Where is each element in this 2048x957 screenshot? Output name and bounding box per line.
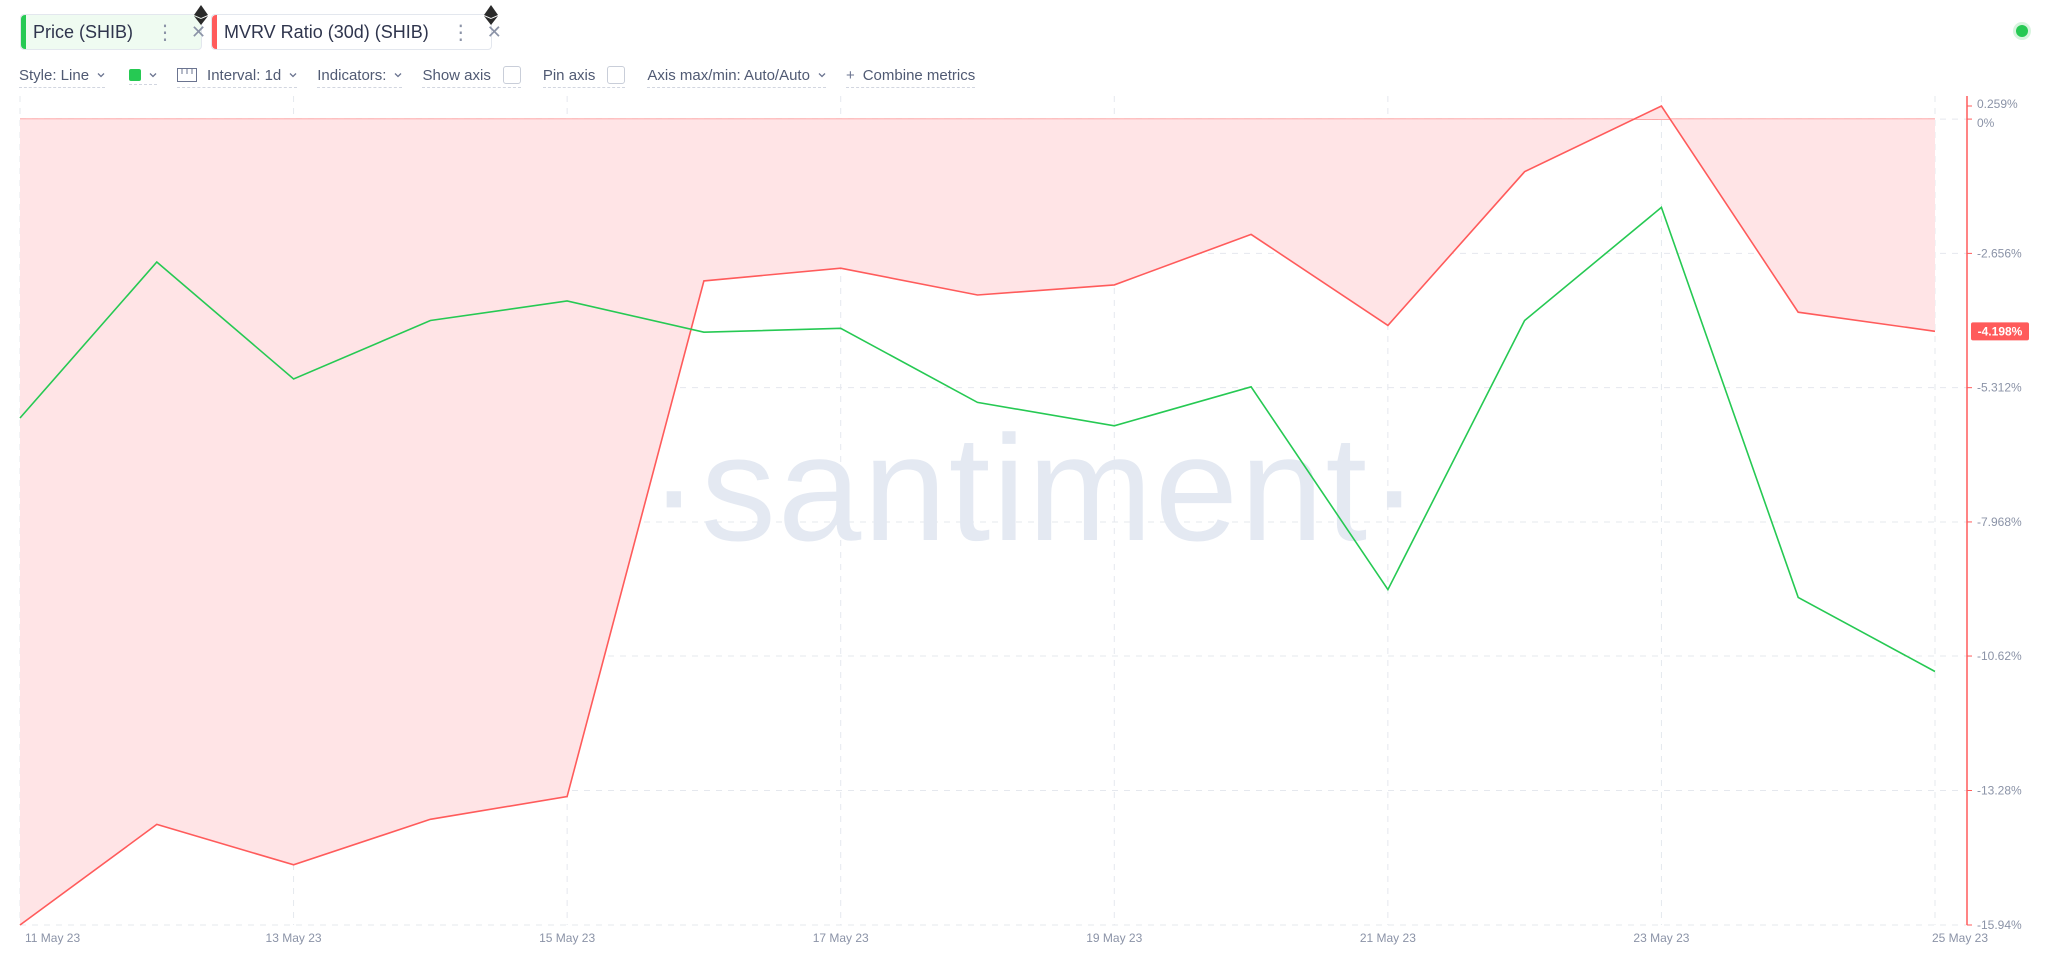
indicators-dropdown[interactable]: Indicators: <box>317 66 403 88</box>
color-picker-dropdown[interactable] <box>129 69 158 85</box>
x-tick-label: 21 May 23 <box>1360 931 1416 945</box>
chevron-down-icon <box>97 73 105 78</box>
color-swatch <box>129 69 142 81</box>
price-series-line <box>19 206 1936 673</box>
x-tick-label: 15 May 23 <box>539 931 595 945</box>
santiment-watermark: ·santiment· <box>649 404 1421 572</box>
style-dropdown[interactable]: Style: Line <box>19 66 106 88</box>
show-axis-toggle[interactable]: Show axis <box>422 66 521 88</box>
ethereum-icon <box>484 5 498 25</box>
close-icon[interactable]: ✕ <box>191 21 207 42</box>
y-tick-label: -2.656% <box>1977 246 2022 260</box>
x-tick-label: 13 May 23 <box>266 931 322 945</box>
interval-dropdown[interactable]: Interval: 1d <box>177 66 298 88</box>
close-icon[interactable]: ✕ <box>486 21 502 42</box>
chevron-down-icon <box>818 73 826 78</box>
chart-toolbar: Style: Line Interval: 1d Indicators: Sho… <box>19 64 976 90</box>
current-value-badge-bg <box>1971 322 2029 341</box>
x-tick-label: 19 May 23 <box>1086 931 1142 945</box>
y-tick-label: -15.94% <box>1977 918 2022 932</box>
interval-label: Interval: 1d <box>207 66 282 84</box>
style-label: Style: Line <box>19 66 90 84</box>
chevron-down-icon <box>149 73 157 78</box>
ethereum-icon <box>194 5 208 25</box>
y-tick-label: 0% <box>1977 116 1995 130</box>
ruler-icon <box>177 68 198 82</box>
pin-axis-checkbox[interactable] <box>607 66 626 84</box>
y-tick-label: 0.259% <box>1977 97 2018 111</box>
chevron-down-icon <box>289 73 297 78</box>
plus-icon: + <box>845 66 855 84</box>
y-axis-ticks: 0.259% 0% -2.656% -5.312% -7.968% -10.62% -13.… <box>1967 97 2022 932</box>
combine-metrics-label: Combine metrics <box>862 66 976 84</box>
chevron-down-icon <box>395 73 402 78</box>
y-tick-label: -5.312% <box>1977 381 2022 395</box>
x-axis-ticks: 11 May 23 13 May 23 15 May 23 17 May 23 19 M… <box>25 931 1988 945</box>
current-value-badge: -4.198% <box>1971 322 2029 341</box>
metric-color-bar <box>212 15 217 49</box>
x-tick-label: 23 May 23 <box>1633 931 1689 945</box>
metric-chip-price[interactable]: Price (SHIB) ⋮ ✕ <box>20 5 208 50</box>
x-tick-label: 11 May 23 <box>25 931 80 945</box>
axis-maxmin-label: Axis max/min: Auto/Auto <box>647 66 810 84</box>
metric-chip-mvrv[interactable]: MVRV Ratio (30d) (SHIB) ⋮ ✕ <box>211 5 502 50</box>
metric-label: Price (SHIB) <box>33 21 134 42</box>
metric-label: MVRV Ratio (30d) (SHIB) <box>224 21 429 42</box>
metric-color-bar <box>21 15 26 49</box>
x-tick-label: 25 May 23 <box>1932 931 1988 945</box>
y-tick-label: -7.968% <box>1977 515 2022 529</box>
x-tick-label: 17 May 23 <box>813 931 869 945</box>
pin-axis-label: Pin axis <box>542 66 596 84</box>
mvrv-series-line <box>19 104 1936 926</box>
live-status-indicator <box>2016 25 2028 37</box>
pin-axis-toggle[interactable]: Pin axis <box>542 66 626 88</box>
combine-metrics-button[interactable]: + Combine metrics <box>845 66 976 88</box>
axis-maxmin-dropdown[interactable]: Axis max/min: Auto/Auto <box>647 67 826 88</box>
current-value-label: -4.198% <box>1978 324 2023 338</box>
y-tick-label: -10.62% <box>1977 649 2022 663</box>
more-options-icon[interactable]: ⋮ <box>450 21 471 44</box>
more-options-icon[interactable]: ⋮ <box>155 21 175 44</box>
y-tick-label: -13.28% <box>1977 784 2022 798</box>
indicators-label: Indicators: <box>317 66 387 84</box>
show-axis-label: Show axis <box>422 66 491 84</box>
show-axis-checkbox[interactable] <box>502 66 521 84</box>
